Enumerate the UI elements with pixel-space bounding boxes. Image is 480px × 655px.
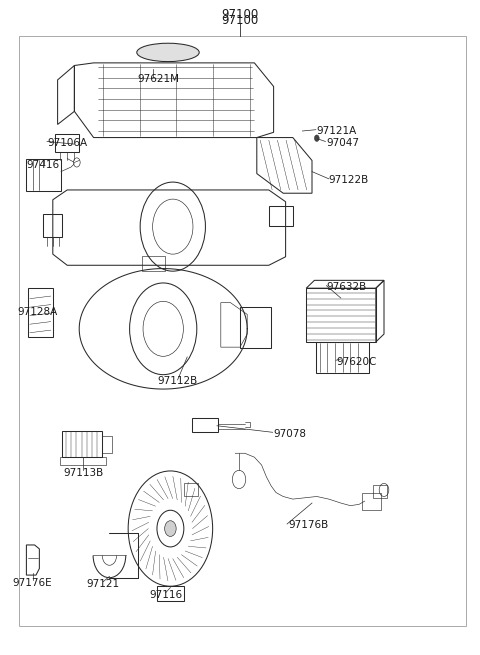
Circle shape	[314, 135, 319, 141]
Bar	[62, 431, 102, 457]
Bar	[192, 418, 218, 432]
Bar	[102, 436, 112, 453]
Text: 97100: 97100	[221, 8, 259, 21]
Text: 97113B: 97113B	[64, 468, 104, 478]
Text: 97632B: 97632B	[326, 282, 367, 292]
Text: 97128A: 97128A	[17, 307, 58, 318]
Text: 97100: 97100	[221, 14, 259, 28]
Text: 97047: 97047	[326, 138, 360, 148]
Bar	[362, 493, 381, 510]
Text: 97176E: 97176E	[13, 578, 52, 588]
Bar	[184, 483, 198, 496]
Text: 97122B: 97122B	[329, 175, 369, 185]
Text: 97621M: 97621M	[137, 73, 180, 84]
Circle shape	[165, 521, 176, 536]
Bar	[316, 342, 369, 373]
Text: 97416: 97416	[26, 160, 60, 170]
Text: 97620C: 97620C	[336, 356, 376, 367]
Text: 97121: 97121	[86, 579, 120, 590]
Bar	[142, 256, 165, 271]
Text: 97078: 97078	[274, 428, 307, 439]
Bar	[306, 288, 376, 342]
Text: 97112B: 97112B	[157, 376, 198, 386]
Text: 97176B: 97176B	[288, 520, 328, 531]
Ellipse shape	[137, 43, 199, 62]
Text: 97121A: 97121A	[317, 126, 357, 136]
Bar	[26, 159, 61, 191]
Text: 97106A: 97106A	[47, 138, 87, 148]
Bar	[373, 485, 387, 498]
Bar	[43, 214, 62, 237]
Text: 97116: 97116	[149, 590, 182, 600]
Bar	[60, 457, 106, 465]
